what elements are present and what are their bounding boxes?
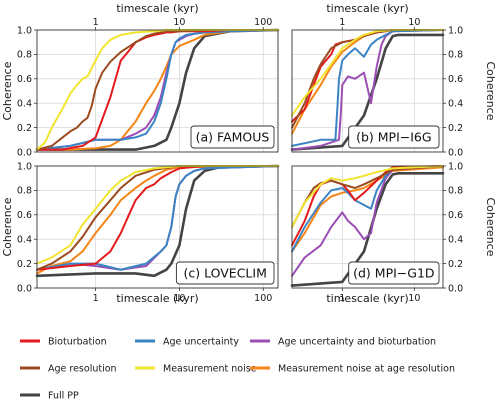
y-tick-label: 0.8 [448,50,463,61]
series-line-full-pp [290,172,445,287]
y-axis-label: Coherence [484,62,497,121]
y-tick-label: 0.2 [17,123,32,134]
x-axis-label: timescale (kyr) [116,2,198,15]
series-line-age-resolution [36,29,279,151]
x-axis-label: timescale (kyr) [326,2,408,15]
panel-2: 0.0 0.2 0.4 0.6 0.8 1.0 Coherence 1 10timescale … [290,2,497,158]
y-tick-label: 0.8 [17,50,32,61]
y-tick-label: 1.0 [17,25,32,36]
x-tick-label: 100 [254,293,272,304]
y-tick-label: 0.8 [448,186,463,197]
y-tick-label: 1.0 [448,161,463,172]
series-line-full-pp [35,164,280,278]
x-axis-label: timescale (kyr) [116,292,198,305]
x-tick-label: 1 [93,17,99,28]
y-tick-label: 0.0 [17,283,32,294]
series-line-age-uncertainty [36,29,279,151]
panel-1: 0.0 0.2 0.4 0.6 0.8 1.0 Coherence 1 10 100 timesca… [1,2,280,158]
y-tick-label: 0.6 [448,74,463,85]
legend-item: Age uncertainty [135,337,239,348]
x-tick-label: 10 [408,293,420,304]
panel-title: (a) FAMOUS [196,130,270,145]
y-tick-label: 0.4 [17,99,32,110]
legend-item: Measurement noise [135,364,257,375]
legend-label: Measurement noise at age resolution [278,364,455,375]
panel-3: 0.0 0.2 0.4 0.6 0.8 1.0 Coherence 1 10 100 timesca… [1,161,280,305]
legend-label: Age uncertainty [163,337,239,348]
panel-title-box [348,125,440,149]
panel-title-box [348,261,440,285]
series-line-measurement-noise [291,165,444,228]
series-line-measurement-noise [291,29,444,117]
x-tick-label: 1 [93,293,99,304]
x-tick-label: 10 [173,293,185,304]
y-tick-label: 0.4 [17,235,32,246]
series-line-measurement-noise-at-age-resolution [36,29,279,151]
series-line-age-uncertainty [291,29,444,147]
legend: Bioturbation Age uncertainty Age uncertain… [20,337,455,402]
series-line-bioturbation [36,165,279,271]
legend-label: Full PP [48,391,79,402]
legend-item: Age uncertainty and bioturbation [250,337,436,348]
x-tick-label: 1 [339,17,345,28]
y-axis-label: Coherence [1,61,14,120]
y-tick-label: 0.6 [17,210,32,221]
x-tick-label: 10 [408,17,420,28]
series-line-age-resolution [291,165,444,228]
panel-4: 0.0 0.2 0.4 0.6 0.8 1.0 Coherence 1 10timescale … [290,161,497,305]
y-tick-label: 0.2 [448,259,463,270]
plot-frame [36,165,279,289]
series-line-measurement-noise [36,165,279,265]
panel-title-box [190,125,275,149]
x-tick-label: 1 [339,293,345,304]
series-line-age-uncertainty-and-bioturbation [291,29,444,151]
legend-label: Measurement noise [163,364,257,375]
legend-item: Bioturbation [20,337,107,348]
plot-frame [291,165,444,289]
y-tick-label: 0.2 [17,259,32,270]
x-axis-label: timescale (kyr) [326,292,408,305]
series-line-full-pp [290,33,445,151]
y-tick-label: 0.4 [448,99,463,110]
y-axis-label: Coherence [1,197,14,256]
y-tick-label: 0.6 [448,210,463,221]
y-axis-label: Coherence [484,198,497,257]
series-line-age-uncertainty [36,165,279,271]
x-tick-label: 10 [173,17,185,28]
panel-title: (c) LOVECLIM [184,266,267,281]
plot-frame [36,29,279,153]
legend-label: Age resolution [48,364,117,375]
y-tick-label: 0.2 [448,123,463,134]
legend-label: Bioturbation [48,337,107,348]
series-line-bioturbation [291,165,444,247]
legend-label: Age uncertainty and bioturbation [278,337,436,348]
plot-frame [291,29,444,153]
panel-title-box [175,261,275,285]
y-tick-label: 0.4 [448,235,463,246]
x-tick-label: 100 [254,17,272,28]
y-tick-label: 0.0 [448,147,463,158]
y-tick-label: 0.0 [448,283,463,294]
y-tick-label: 1.0 [448,25,463,36]
y-tick-label: 0.8 [17,186,32,197]
panel-title: (d) MPI−G1D [353,266,434,281]
y-tick-label: 0.0 [17,147,32,158]
series-line-measurement-noise-at-age-resolution [36,165,279,275]
y-tick-label: 0.6 [17,74,32,85]
legend-item: Age resolution [20,364,117,375]
legend-item: Full PP [20,391,79,402]
legend-item: Measurement noise at age resolution [250,364,455,375]
panel-title: (b) MPI−I6G [356,130,431,145]
series-line-age-uncertainty-and-bioturbation [291,165,444,277]
y-tick-label: 1.0 [17,161,32,172]
